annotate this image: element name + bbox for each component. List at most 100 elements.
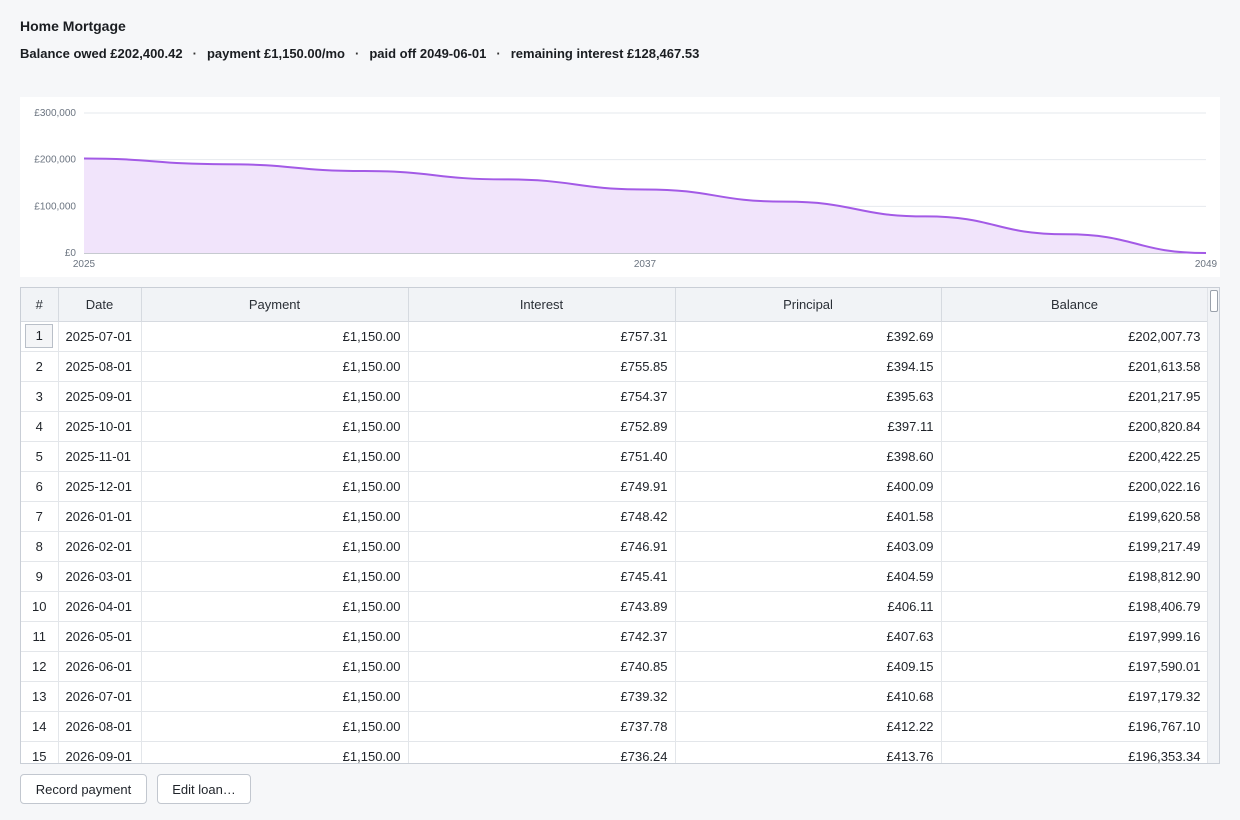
table-row[interactable]: 3 2025-09-01 £1,150.00 £754.37 £395.63 £201,2… bbox=[21, 381, 1209, 412]
table-row[interactable]: 9 2026-03-01 £1,150.00 £745.41 £404.59 £198,8… bbox=[21, 561, 1209, 592]
date-cell[interactable]: 2025-10-01 bbox=[58, 411, 142, 442]
payment-cell[interactable]: £1,150.00 bbox=[141, 651, 409, 682]
table-row[interactable]: 2 2025-08-01 £1,150.00 £755.85 £394.15 £201,6… bbox=[21, 351, 1209, 382]
row-number-cell[interactable]: 10 bbox=[21, 591, 59, 622]
date-cell[interactable]: 2026-08-01 bbox=[58, 711, 142, 742]
principal-cell[interactable]: £412.22 bbox=[675, 711, 942, 742]
payment-cell[interactable]: £1,150.00 bbox=[141, 501, 409, 532]
table-row[interactable]: 15 2026-09-01 £1,150.00 £736.24 £413.76 £196,… bbox=[21, 741, 1209, 763]
edit-loan-button[interactable]: Edit loan… bbox=[157, 774, 251, 804]
date-cell[interactable]: 2026-09-01 bbox=[58, 741, 142, 763]
balance-cell[interactable]: £198,406.79 bbox=[941, 591, 1209, 622]
row-number-cell[interactable]: 4 bbox=[21, 411, 59, 442]
row-number-cell[interactable]: 13 bbox=[21, 681, 59, 712]
interest-cell[interactable]: £737.78 bbox=[408, 711, 676, 742]
date-cell[interactable]: 2025-07-01 bbox=[58, 321, 142, 352]
principal-cell[interactable]: £407.63 bbox=[675, 621, 942, 652]
balance-cell[interactable]: £197,590.01 bbox=[941, 651, 1209, 682]
principal-cell[interactable]: £395.63 bbox=[675, 381, 942, 412]
table-row[interactable]: 13 2026-07-01 £1,150.00 £739.32 £410.68 £197,… bbox=[21, 681, 1209, 712]
row-number-cell[interactable]: 14 bbox=[21, 711, 59, 742]
date-cell[interactable]: 2025-08-01 bbox=[58, 351, 142, 382]
interest-cell[interactable]: £751.40 bbox=[408, 441, 676, 472]
amortization-table[interactable]: # Date Payment Interest Principal Balance 1 20… bbox=[20, 287, 1220, 764]
principal-cell[interactable]: £403.09 bbox=[675, 531, 942, 562]
principal-cell[interactable]: £413.76 bbox=[675, 741, 942, 763]
table-row[interactable]: 5 2025-11-01 £1,150.00 £751.40 £398.60 £200,4… bbox=[21, 441, 1209, 472]
table-row[interactable]: 14 2026-08-01 £1,150.00 £737.78 £412.22 £196,… bbox=[21, 711, 1209, 742]
interest-cell[interactable]: £745.41 bbox=[408, 561, 676, 592]
payment-cell[interactable]: £1,150.00 bbox=[141, 681, 409, 712]
payment-cell[interactable]: £1,150.00 bbox=[141, 561, 409, 592]
principal-cell[interactable]: £406.11 bbox=[675, 591, 942, 622]
row-number-cell[interactable]: 1 bbox=[21, 321, 59, 352]
principal-cell[interactable]: £394.15 bbox=[675, 351, 942, 382]
payment-cell[interactable]: £1,150.00 bbox=[141, 441, 409, 472]
principal-cell[interactable]: £410.68 bbox=[675, 681, 942, 712]
balance-cell[interactable]: £202,007.73 bbox=[941, 321, 1209, 352]
table-row[interactable]: 7 2026-01-01 £1,150.00 £748.42 £401.58 £199,6… bbox=[21, 501, 1209, 532]
balance-cell[interactable]: £201,613.58 bbox=[941, 351, 1209, 382]
row-number-cell[interactable]: 9 bbox=[21, 561, 59, 592]
payment-cell[interactable]: £1,150.00 bbox=[141, 711, 409, 742]
balance-cell[interactable]: £198,812.90 bbox=[941, 561, 1209, 592]
table-scrollbar[interactable] bbox=[1207, 288, 1219, 763]
column-header-number[interactable]: # bbox=[21, 288, 59, 322]
payment-cell[interactable]: £1,150.00 bbox=[141, 621, 409, 652]
record-payment-button[interactable]: Record payment bbox=[20, 774, 147, 804]
interest-cell[interactable]: £743.89 bbox=[408, 591, 676, 622]
interest-cell[interactable]: £746.91 bbox=[408, 531, 676, 562]
principal-cell[interactable]: £392.69 bbox=[675, 321, 942, 352]
principal-cell[interactable]: £401.58 bbox=[675, 501, 942, 532]
balance-cell[interactable]: £199,217.49 bbox=[941, 531, 1209, 562]
interest-cell[interactable]: £736.24 bbox=[408, 741, 676, 763]
date-cell[interactable]: 2026-01-01 bbox=[58, 501, 142, 532]
balance-cell[interactable]: £196,353.34 bbox=[941, 741, 1209, 763]
balance-cell[interactable]: £200,820.84 bbox=[941, 411, 1209, 442]
principal-cell[interactable]: £397.11 bbox=[675, 411, 942, 442]
payment-cell[interactable]: £1,150.00 bbox=[141, 591, 409, 622]
balance-cell[interactable]: £197,179.32 bbox=[941, 681, 1209, 712]
column-header-balance[interactable]: Balance bbox=[941, 288, 1209, 322]
table-row[interactable]: 10 2026-04-01 £1,150.00 £743.89 £406.11 £198,… bbox=[21, 591, 1209, 622]
table-row[interactable]: 11 2026-05-01 £1,150.00 £742.37 £407.63 £197,… bbox=[21, 621, 1209, 652]
balance-cell[interactable]: £200,022.16 bbox=[941, 471, 1209, 502]
table-row[interactable]: 6 2025-12-01 £1,150.00 £749.91 £400.09 £200,0… bbox=[21, 471, 1209, 502]
date-cell[interactable]: 2026-07-01 bbox=[58, 681, 142, 712]
payment-cell[interactable]: £1,150.00 bbox=[141, 531, 409, 562]
principal-cell[interactable]: £404.59 bbox=[675, 561, 942, 592]
payment-cell[interactable]: £1,150.00 bbox=[141, 741, 409, 763]
balance-cell[interactable]: £196,767.10 bbox=[941, 711, 1209, 742]
interest-cell[interactable]: £757.31 bbox=[408, 321, 676, 352]
table-row[interactable]: 1 2025-07-01 £1,150.00 £757.31 £392.69 £202,0… bbox=[21, 321, 1209, 352]
interest-cell[interactable]: £740.85 bbox=[408, 651, 676, 682]
date-cell[interactable]: 2025-09-01 bbox=[58, 381, 142, 412]
balance-cell[interactable]: £199,620.58 bbox=[941, 501, 1209, 532]
interest-cell[interactable]: £755.85 bbox=[408, 351, 676, 382]
date-cell[interactable]: 2026-03-01 bbox=[58, 561, 142, 592]
table-row[interactable]: 12 2026-06-01 £1,150.00 £740.85 £409.15 £197,… bbox=[21, 651, 1209, 682]
interest-cell[interactable]: £748.42 bbox=[408, 501, 676, 532]
row-number-cell[interactable]: 3 bbox=[21, 381, 59, 412]
interest-cell[interactable]: £752.89 bbox=[408, 411, 676, 442]
balance-cell[interactable]: £201,217.95 bbox=[941, 381, 1209, 412]
date-cell[interactable]: 2026-06-01 bbox=[58, 651, 142, 682]
scrollbar-thumb[interactable] bbox=[1210, 290, 1218, 312]
interest-cell[interactable]: £749.91 bbox=[408, 471, 676, 502]
row-number-cell[interactable]: 2 bbox=[21, 351, 59, 382]
column-header-interest[interactable]: Interest bbox=[408, 288, 676, 322]
table-row[interactable]: 8 2026-02-01 £1,150.00 £746.91 £403.09 £199,2… bbox=[21, 531, 1209, 562]
date-cell[interactable]: 2025-11-01 bbox=[58, 441, 142, 472]
interest-cell[interactable]: £754.37 bbox=[408, 381, 676, 412]
principal-cell[interactable]: £398.60 bbox=[675, 441, 942, 472]
row-number-cell[interactable]: 7 bbox=[21, 501, 59, 532]
principal-cell[interactable]: £409.15 bbox=[675, 651, 942, 682]
row-number-cell[interactable]: 8 bbox=[21, 531, 59, 562]
date-cell[interactable]: 2026-05-01 bbox=[58, 621, 142, 652]
interest-cell[interactable]: £739.32 bbox=[408, 681, 676, 712]
payment-cell[interactable]: £1,150.00 bbox=[141, 321, 409, 352]
row-number-cell[interactable]: 5 bbox=[21, 441, 59, 472]
interest-cell[interactable]: £742.37 bbox=[408, 621, 676, 652]
balance-cell[interactable]: £200,422.25 bbox=[941, 441, 1209, 472]
row-number-cell[interactable]: 15 bbox=[21, 741, 59, 763]
